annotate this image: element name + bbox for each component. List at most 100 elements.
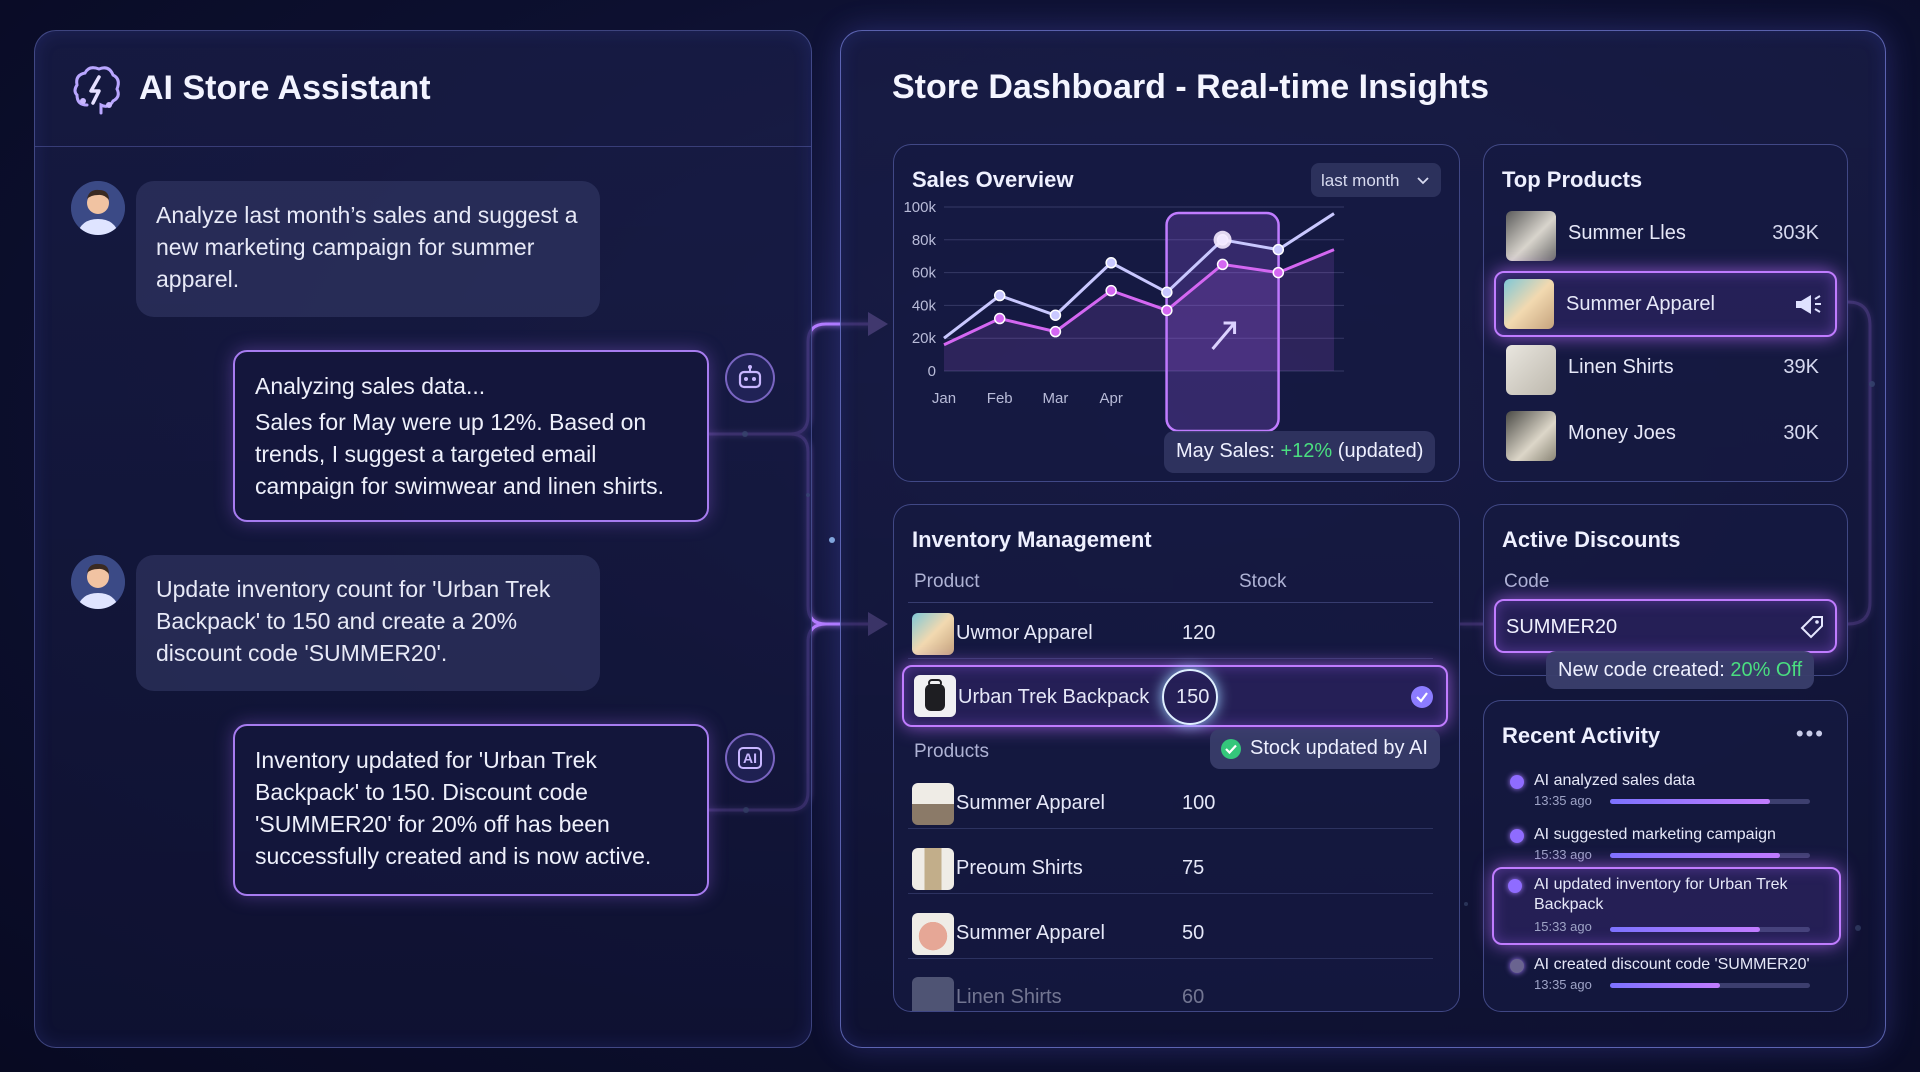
inventory-row[interactable]: Uwmor Apparel 120 [908, 607, 1433, 659]
series-line-series-1 [943, 212, 1335, 340]
chevron-down-icon [1417, 177, 1429, 185]
data-point [1272, 243, 1285, 256]
inventory-row[interactable]: Linen Shirts 60 [908, 971, 1433, 1011]
toast-prefix: New code created: [1558, 659, 1725, 681]
activity-time: 13:35 ago [1534, 977, 1592, 992]
active-discounts-title: Active Discounts [1502, 527, 1681, 552]
tag-icon [1800, 616, 1823, 639]
inventory-stock-value: 100 [1182, 792, 1216, 814]
activity-time: 15:33 ago [1534, 847, 1592, 862]
y-tick-label: 60k [912, 265, 937, 282]
sales-overview-card: Sales Overview last month 100k 80k 60k 40k 2… [893, 144, 1460, 482]
green-check-icon [1221, 739, 1241, 759]
inventory-product-name: Linen Shirts [956, 986, 1062, 1008]
activity-time: 13:35 ago [1534, 793, 1592, 808]
shirt-thumbnail [912, 913, 954, 955]
discount-code-field[interactable]: SUMMER20 [1494, 599, 1837, 653]
product-row[interactable]: Summer Lles 303K [1498, 207, 1833, 263]
active-discounts-card: Active Discounts Code SUMMER20 New code … [1483, 504, 1848, 689]
product-column-header: Product [914, 571, 980, 592]
top-products-title: Top Products [1502, 167, 1643, 192]
dashboard-title: Store Dashboard - Real-time Insights [892, 68, 1489, 106]
product-thumbnail [912, 977, 954, 1011]
activity-item[interactable]: AI created discount code 'SUMMER20' 13:3… [1498, 955, 1833, 999]
x-tick-label: Jan [932, 390, 956, 407]
inventory-management-card: Inventory Management Product Stock Uwmor… [893, 504, 1460, 1012]
x-tick-label: Apr [1099, 390, 1122, 407]
data-point [1272, 266, 1285, 279]
discount-code-value: SUMMER20 [1506, 616, 1618, 638]
data-point [1216, 258, 1229, 271]
highlighted-activity-item[interactable]: AI updated inventory for Urban Trek Back… [1492, 867, 1841, 945]
new-code-toast: New code created: 20% Off [1546, 651, 1815, 689]
inventory-product-name: Preoum Shirts [956, 857, 1083, 879]
activity-item[interactable]: AI analyzed sales data 13:35 ago [1498, 771, 1833, 815]
y-tick-label: 0 [928, 363, 936, 380]
sparkle-icon [1510, 829, 1524, 843]
series-area [944, 249, 1334, 371]
robot-icon [725, 353, 775, 403]
inventory-row[interactable]: Summer Apparel 100 [908, 777, 1433, 829]
activity-item[interactable]: AI suggested marketing campaign 15:33 ag… [1498, 825, 1833, 869]
message-status-line: Analyzing sales data... [255, 373, 486, 399]
annotation-value: +12% [1280, 440, 1333, 462]
data-point [1105, 257, 1117, 269]
x-tick-label: Mar [1043, 390, 1069, 407]
product-name: Summer Apparel [1566, 293, 1715, 315]
highlighted-product-row[interactable]: Summer Apparel [1494, 271, 1837, 337]
activity-progress-fill [1610, 927, 1760, 932]
code-column-header: Code [1504, 571, 1550, 592]
annotation-suffix: (updated) [1337, 440, 1424, 462]
series-line-series-2 [943, 248, 1335, 347]
y-tick-label: 20k [912, 330, 937, 347]
toast-value: 20% Off [1730, 659, 1803, 681]
spark-dot [829, 537, 835, 543]
inventory-stock-value: 75 [1182, 857, 1205, 879]
stock-input-ring[interactable] [1162, 669, 1218, 725]
range-dropdown[interactable]: last month [1311, 163, 1441, 197]
inventory-stock-value: 150 [1176, 686, 1210, 708]
more-options-icon[interactable]: ••• [1795, 721, 1825, 746]
product-name: Linen Shirts [1568, 356, 1674, 378]
inventory-stock-value: 50 [1182, 922, 1205, 944]
product-value: 30K [1783, 422, 1819, 444]
may-glow-point [1213, 230, 1232, 249]
recent-activity-card: Recent Activity ••• AI analyzed sales da… [1483, 700, 1848, 1012]
user-avatar [71, 555, 125, 609]
message-text: Update inventory count for 'Urban Trek B… [156, 576, 551, 666]
activity-text: AI suggested marketing campaign [1534, 826, 1776, 843]
inventory-product-name: Summer Apparel [956, 922, 1105, 944]
y-tick-label: 80k [912, 232, 937, 249]
inventory-row[interactable]: Preoum Shirts 75 [908, 842, 1433, 894]
product-thumbnail [1506, 411, 1556, 461]
product-row[interactable]: Linen Shirts 39K [1498, 341, 1833, 397]
highlighted-inventory-row[interactable]: Urban Trek Backpack 150 [902, 665, 1448, 727]
activity-progress-bar [1610, 853, 1810, 858]
ai-badge-icon: AI [725, 733, 775, 783]
product-row[interactable]: Money Joes 30K [1498, 407, 1833, 463]
data-point [1049, 309, 1062, 321]
inventory-product-name: Summer Apparel [956, 792, 1105, 814]
products-section-label: Products [914, 741, 989, 762]
inventory-stock-value: 120 [1182, 622, 1216, 644]
recent-activity-title: Recent Activity [1502, 723, 1661, 748]
activity-progress-bar [1610, 927, 1810, 932]
data-point [993, 289, 1006, 302]
sales-line-chart: 100k 80k 60k 40k 20k 0 Jan Feb Mar Apr [903, 199, 1344, 433]
annotation-prefix: May Sales: [1176, 440, 1275, 462]
activity-progress-bar [1610, 983, 1810, 988]
inventory-product-name: Urban Trek Backpack [958, 686, 1150, 708]
stock-toast-text: Stock updated by AI [1250, 737, 1428, 759]
inventory-row[interactable]: Summer Apparel 50 [908, 907, 1433, 959]
product-value: 303K [1772, 222, 1819, 244]
assistant-header: AI Store Assistant [35, 31, 811, 147]
check-circle-icon [1508, 879, 1522, 893]
data-point [1049, 325, 1062, 338]
activity-text: AI created discount code 'SUMMER20' [1534, 956, 1810, 973]
top-products-card: Top Products Summer Lles 303K Summer App… [1483, 144, 1848, 482]
sparkle-icon [1510, 959, 1524, 973]
stock-updated-toast: Stock updated by AI [1210, 729, 1440, 769]
y-tick-label: 40k [912, 297, 937, 314]
product-thumbnail [1506, 211, 1556, 261]
product-thumbnail [1504, 279, 1554, 329]
